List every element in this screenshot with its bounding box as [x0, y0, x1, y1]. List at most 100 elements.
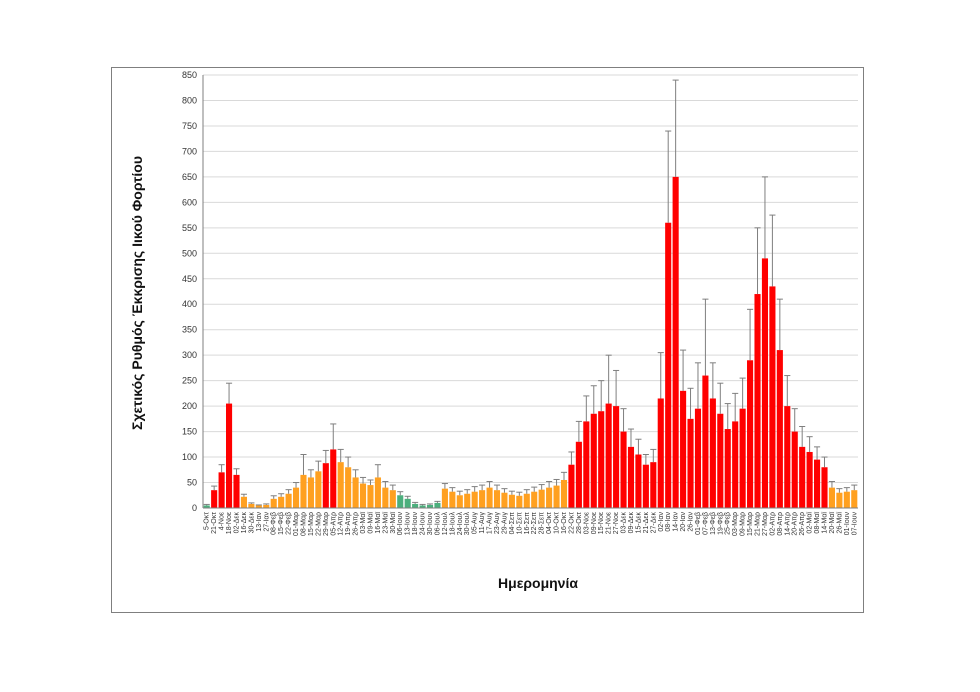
bar: [680, 390, 687, 508]
y-tick-label: 50: [187, 478, 197, 488]
bar: [553, 485, 560, 508]
y-tick-label: 450: [182, 274, 197, 284]
x-tick-label: 02-Ιαν: [658, 512, 665, 532]
x-tick-label: 29-Αυγ: [501, 512, 508, 535]
x-tick-label: 02-Απρ: [769, 512, 776, 536]
bar: [345, 467, 352, 508]
x-tick-label: 08-Φεβ: [271, 512, 278, 535]
x-tick-label: 03-Μαρ: [732, 512, 739, 536]
x-tick-label: 20-Απρ: [792, 512, 799, 536]
bar: [650, 462, 657, 508]
bar: [382, 487, 389, 508]
x-tick-label: 5-Οκτ: [204, 512, 211, 530]
x-tick-label: 13-Ιαν: [256, 512, 263, 532]
x-tick-label: 02-Δεκ: [233, 512, 240, 534]
x-tick-label: 13-Ιουν: [405, 512, 412, 536]
x-tick-label: 20-Μαϊ: [829, 512, 836, 534]
bar: [426, 504, 434, 508]
x-tick-label: 13-Φεβ: [710, 512, 717, 535]
x-tick-label: 07-Φεβ: [702, 512, 709, 535]
bar: [538, 489, 545, 508]
bar: [270, 498, 277, 508]
bar: [374, 477, 381, 508]
x-tick-label: 02-Μαϊ: [807, 512, 814, 534]
x-tick-label: 05-Απρ: [330, 512, 337, 536]
bar: [278, 496, 285, 508]
bar: [627, 446, 635, 508]
bar: [784, 406, 791, 508]
y-tick-label: 0: [192, 503, 197, 513]
bar: [754, 294, 761, 508]
bar: [717, 413, 724, 508]
x-tick-label: 15-Μαρ: [747, 512, 754, 536]
bar: [761, 258, 769, 508]
x-tick-label: 4-Νοε: [219, 512, 226, 530]
bar: [546, 487, 553, 508]
bar: [419, 505, 426, 508]
x-tick-label: 28-Οκτ: [576, 512, 583, 534]
bar: [441, 488, 448, 508]
x-tick-label: 14-Μαϊ: [822, 512, 829, 534]
bar: [568, 464, 575, 508]
x-tick-label: 05-Αυγ: [472, 512, 479, 535]
x-tick-label: 09-Δεκ: [628, 512, 635, 534]
bar: [322, 463, 329, 508]
x-tick-labels: 5-Οκτ 21-Οκτ 4-Νοε 18-Νοε 02-Δεκ 16-Δεκ 30-Δεκ…: [204, 512, 859, 536]
x-tick-label: 08-Μαϊ: [814, 512, 821, 534]
x-tick-label: 06-Ιουν: [397, 512, 404, 536]
y-axis-title: Σχετικός Ρυθμός Έκκρισης Ιικού Φορτίου: [129, 156, 145, 430]
bar: [747, 360, 754, 508]
bar: [620, 431, 627, 508]
x-tick-label: 01-Ιουν: [844, 512, 851, 536]
x-tick-label: 15-Φεβ: [278, 512, 285, 535]
bar: [218, 472, 225, 508]
bar: [449, 491, 456, 508]
x-tick-label: 27-Δεκ: [650, 512, 657, 534]
bars: [203, 176, 858, 508]
bar: [776, 350, 783, 508]
x-tick-label: 26-Μαϊ: [836, 512, 843, 534]
bar: [687, 418, 694, 508]
bar: [531, 491, 538, 508]
y-tick-labels: 0 50 100 150 200 250 300 350 400 450 500 550 600 650 7…: [182, 70, 197, 513]
x-tick-label: 25-Φεβ: [725, 512, 732, 535]
error-bars: [203, 79, 858, 506]
chart-frame: [111, 67, 864, 613]
bar: [821, 467, 828, 508]
x-tick-label: 27-Μαρ: [762, 512, 769, 536]
bar: [843, 491, 850, 508]
bar: [598, 411, 605, 508]
x-tick-label: 03-Μαϊ: [360, 512, 367, 534]
x-tick-label: 15-Νοε: [598, 512, 605, 534]
bar: [583, 421, 590, 508]
bar: [263, 504, 270, 508]
y-tick-label: 400: [182, 299, 197, 309]
bar: [635, 454, 642, 508]
bar: [769, 286, 776, 508]
x-tick-label: 30-Δεκ: [248, 512, 255, 534]
x-tick-label: 14-Ιαν: [673, 512, 680, 532]
x-tick-label: 10-Σεπ: [516, 512, 523, 535]
bar: [479, 490, 486, 508]
bar: [851, 490, 858, 508]
bar: [233, 474, 240, 508]
x-tick-label: 18-Ιουν: [412, 512, 419, 536]
x-axis-title: Ημερομηνία: [498, 575, 578, 591]
bar: [337, 462, 344, 508]
x-tick-label: 01-Φεβ: [695, 512, 702, 535]
x-tick-label: 20-Ιαν: [680, 512, 687, 532]
x-tick-label: 22-Οκτ: [568, 512, 575, 534]
bar: [359, 483, 367, 508]
bar: [523, 493, 530, 508]
y-tick-label: 350: [182, 325, 197, 335]
x-tick-label: 03-Νοε: [583, 512, 590, 534]
bar: [389, 490, 396, 508]
y-tick-label: 250: [182, 376, 197, 386]
bar: [352, 477, 359, 508]
bar: [806, 451, 813, 508]
bar: [508, 494, 515, 508]
bar: [836, 492, 843, 508]
bar: [642, 464, 649, 508]
bar: [702, 375, 709, 508]
